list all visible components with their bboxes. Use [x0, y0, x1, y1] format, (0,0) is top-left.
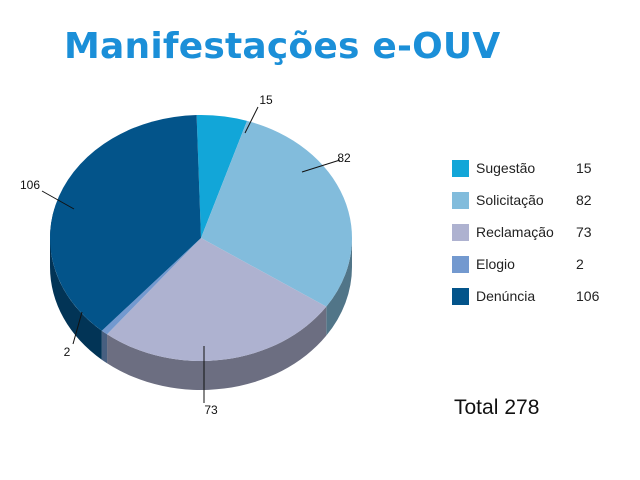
- legend-value: 73: [576, 224, 592, 240]
- total-text: Total 278: [454, 396, 539, 420]
- legend-swatch: [452, 287, 469, 305]
- pie-side-Solicitação: [326, 238, 352, 336]
- legend-swatch: [452, 255, 469, 273]
- pie-slice-Sugestão: [196, 114, 248, 238]
- pie-side-Reclamação: [107, 306, 327, 390]
- legend-label: Denúncia: [476, 288, 536, 304]
- legend-item-elogio: Elogio 2: [452, 248, 616, 280]
- legend-value: 2: [576, 256, 584, 272]
- legend-item-sugestao: Sugestão 15: [452, 152, 616, 184]
- legend-label: Elogio: [476, 256, 515, 272]
- legend: Sugestão 15 Solicitação 82 Reclamação 73…: [452, 152, 616, 312]
- legend-swatch: [452, 223, 469, 241]
- pie-slice-Elogio: [101, 238, 201, 335]
- legend-label: Reclamação: [476, 224, 554, 240]
- legend-swatch: [452, 191, 469, 209]
- data-label-Solicitação: 82: [337, 151, 351, 165]
- pie-side-Elogio: [101, 330, 108, 364]
- total-label: Total: [454, 396, 499, 419]
- total-value: 278: [504, 396, 540, 419]
- leader-line-Elogio: [72, 311, 83, 345]
- pie-side-Denúncia: [50, 238, 102, 360]
- legend-swatch: [452, 159, 469, 177]
- data-label-Sugestão: 15: [259, 93, 273, 107]
- pie-top: [50, 114, 352, 361]
- pie-slice-Denúncia: [50, 115, 202, 331]
- data-label-Denúncia: 106: [20, 178, 40, 192]
- data-label-Reclamação: 73: [204, 403, 218, 417]
- legend-value: 82: [576, 192, 592, 208]
- legend-value: 15: [576, 160, 592, 176]
- legend-item-solicitacao: Solicitação 82: [452, 184, 616, 216]
- data-label-Elogio: 2: [64, 345, 71, 359]
- pie-slice-Reclamação: [107, 238, 327, 361]
- legend-value: 106: [576, 288, 600, 304]
- legend-item-denuncia: Denúncia 106: [452, 280, 616, 312]
- legend-item-reclamacao: Reclamação 73: [452, 216, 616, 248]
- data-labels: 15 82 73 2 106: [20, 93, 351, 417]
- leader-line-Sugestão: [244, 106, 259, 134]
- leader-line-Denúncia: [41, 190, 75, 210]
- chart-title: Manifestações e-OUV: [64, 26, 501, 67]
- legend-label: Sugestão: [476, 160, 536, 176]
- leader-line-Solicitação: [301, 159, 341, 173]
- pie-slice-Solicitação: [201, 120, 352, 307]
- legend-label: Solicitação: [476, 192, 544, 208]
